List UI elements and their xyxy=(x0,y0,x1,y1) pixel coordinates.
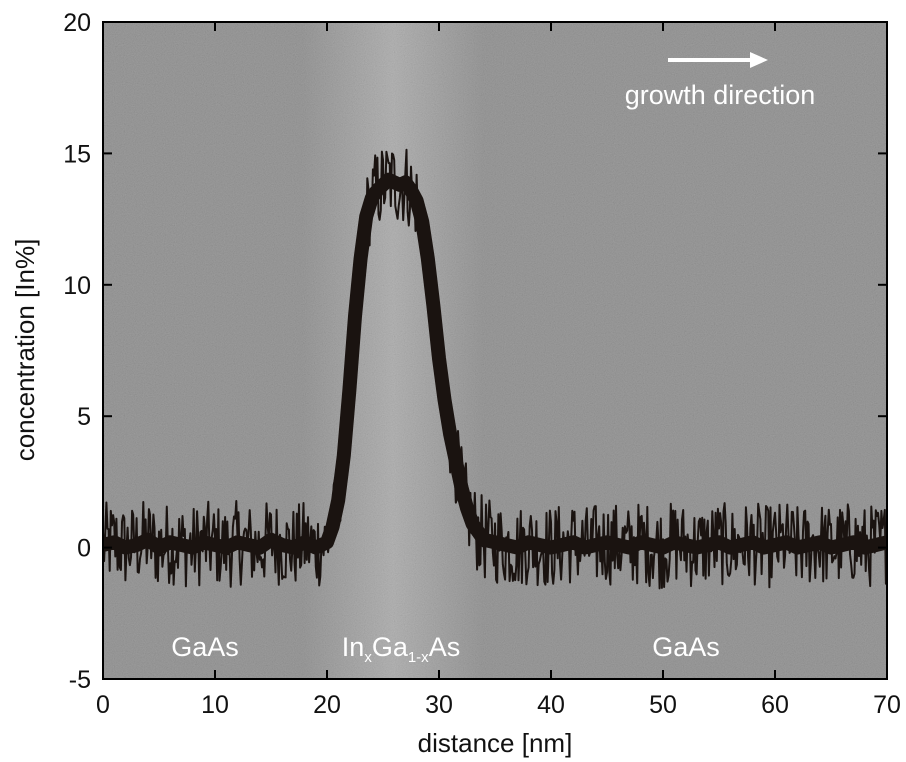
x-tick-label: 0 xyxy=(96,691,110,719)
series-line-noise xyxy=(103,148,887,590)
y-tick-label: 10 xyxy=(63,272,91,300)
region-label-ingaas: InxGa1-xAs xyxy=(342,632,460,666)
y-tick-label: 20 xyxy=(63,9,91,37)
arrowhead-icon xyxy=(750,52,768,68)
y-axis-title: concentration [In%] xyxy=(10,239,40,462)
region-label-gaas-right: GaAs xyxy=(652,632,720,662)
x-tick-label: 40 xyxy=(537,691,565,719)
x-tick-label: 70 xyxy=(873,691,901,719)
x-tick-label: 60 xyxy=(761,691,789,719)
series-line xyxy=(103,172,887,555)
x-axis-title: distance [nm] xyxy=(418,728,573,758)
y-tick-label: -5 xyxy=(69,666,91,694)
y-tick-label: 0 xyxy=(77,535,91,563)
y-tick-label: 15 xyxy=(63,140,91,168)
x-tick-label: 30 xyxy=(425,691,453,719)
growth-direction-annotation: growth direction xyxy=(625,52,816,110)
region-label-gaas-left: GaAs xyxy=(171,632,239,662)
plot-frame xyxy=(102,21,888,680)
growth-direction-label: growth direction xyxy=(625,80,816,110)
y-tick-label: 5 xyxy=(77,403,91,431)
x-tick-label: 20 xyxy=(313,691,341,719)
x-tick-label: 10 xyxy=(201,691,229,719)
x-tick-label: 50 xyxy=(649,691,677,719)
